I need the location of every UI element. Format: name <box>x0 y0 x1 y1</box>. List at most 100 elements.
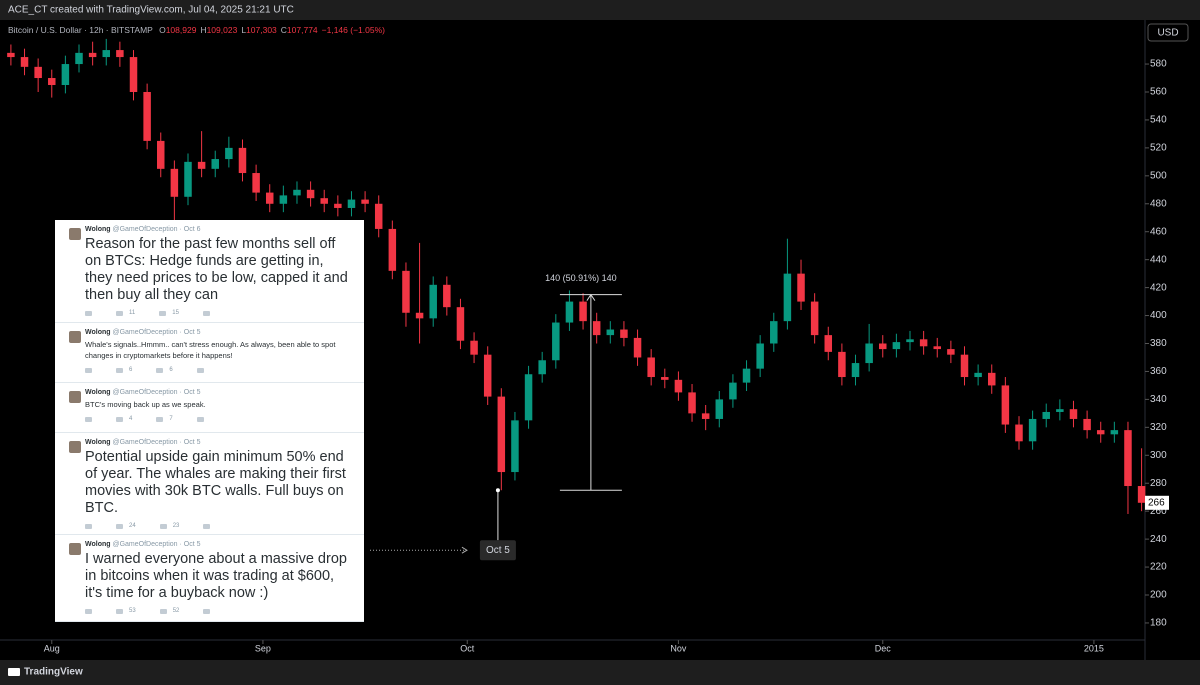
candle-body <box>797 273 805 302</box>
candle-body <box>538 360 546 375</box>
more-icon[interactable] <box>196 367 204 373</box>
candle-body <box>279 195 288 204</box>
y-tick-label: 460 <box>1150 226 1167 237</box>
tweet-header: Wolong @GameOfDeception · Oct 5 <box>85 329 201 336</box>
tweet-text: Potential upside gain minimum 50% end of… <box>85 449 346 516</box>
candle-body <box>293 189 301 196</box>
candle-body <box>647 357 655 378</box>
retweet-icon[interactable] <box>116 523 123 529</box>
reply-icon[interactable] <box>85 608 92 614</box>
candle-body <box>102 50 111 58</box>
favorite-count: 52 <box>172 608 180 614</box>
candle-body <box>987 372 996 386</box>
tweet-handle: @GameOfDeception <box>112 541 178 548</box>
favorite-icon[interactable] <box>159 608 167 614</box>
tweet-name: Wolong <box>85 439 111 446</box>
candle-body <box>879 343 887 350</box>
candle-body <box>674 379 683 393</box>
tweet-name: Wolong <box>85 226 111 233</box>
tweet-text: Reason for the past few months sell off … <box>85 236 348 303</box>
candle-body <box>483 354 492 397</box>
candle-body <box>810 301 819 336</box>
candle-body <box>75 52 83 65</box>
y-tick-label: 280 <box>1150 478 1167 489</box>
avatar <box>69 228 81 240</box>
candle-body <box>7 52 15 58</box>
reply-icon[interactable] <box>85 523 92 529</box>
more-icon[interactable] <box>203 523 211 529</box>
reply-icon[interactable] <box>85 416 92 422</box>
avatar <box>69 331 81 343</box>
candle-body <box>1096 430 1105 435</box>
candle-body <box>1069 409 1078 419</box>
candle-body <box>960 354 969 378</box>
y-tick-label: 580 <box>1150 59 1167 70</box>
tweet-header: Wolong @GameOfDeception · Oct 5 <box>85 389 201 396</box>
candle-body <box>1110 430 1119 435</box>
tweet-actions: 24 23 <box>85 523 354 529</box>
favorite-count: 15 <box>172 310 179 316</box>
retweet-icon[interactable] <box>116 416 123 422</box>
candle-body <box>225 147 233 160</box>
tweet-name: Wolong <box>85 389 111 396</box>
candle-body <box>661 377 669 380</box>
candle-body <box>388 228 397 271</box>
candle-body <box>1056 409 1064 412</box>
y-tick-label: 540 <box>1150 115 1167 126</box>
candle-body <box>252 173 260 193</box>
more-icon[interactable] <box>203 608 211 614</box>
candle-body <box>443 284 451 308</box>
candle-body <box>838 351 846 378</box>
favorite-icon[interactable] <box>156 367 164 373</box>
candle-body <box>415 312 424 319</box>
candle-body <box>729 382 737 400</box>
candle-body <box>1028 418 1037 442</box>
currency-box[interactable] <box>1147 23 1189 42</box>
y-tick-label: 420 <box>1150 282 1167 293</box>
candle-body <box>361 199 369 204</box>
candle-body <box>402 270 410 313</box>
candle-body <box>320 198 328 204</box>
retweet-icon[interactable] <box>116 367 123 373</box>
x-tick-label: Dec <box>875 643 892 653</box>
legend-value: 107,303 <box>246 25 277 35</box>
retweet-icon[interactable] <box>116 608 123 614</box>
more-icon[interactable] <box>202 310 210 316</box>
tweet-text: Whale's signals..Hmmm.. can't stress eno… <box>85 340 336 360</box>
candle-body <box>143 91 151 141</box>
currency: USD <box>1157 28 1178 39</box>
measure-arrow <box>586 293 596 301</box>
candle-body <box>334 203 342 208</box>
favorite-icon[interactable] <box>156 416 164 422</box>
x-tick-label: 2015 <box>1084 643 1104 653</box>
measure-label: 140 (50.91%) 140 <box>545 273 617 283</box>
favorite-count: 23 <box>172 523 180 529</box>
tv-logo <box>8 668 20 676</box>
candle-body <box>456 307 465 341</box>
y-tick-label: 380 <box>1150 338 1167 349</box>
reply-icon[interactable] <box>85 367 92 373</box>
candle-body <box>592 321 601 336</box>
candle-body <box>701 413 710 419</box>
candle-body <box>606 329 615 336</box>
candle-body <box>851 363 860 378</box>
tweet-date: Oct 6 <box>183 226 201 233</box>
favorite-icon[interactable] <box>159 310 167 316</box>
candle-body <box>919 339 928 347</box>
candle-body <box>974 372 982 378</box>
reply-icon[interactable] <box>85 310 92 316</box>
candle-body <box>374 203 383 229</box>
y-tick-label: 440 <box>1150 254 1167 265</box>
tweet-handle: @GameOfDeception <box>112 226 178 233</box>
retweet-icon[interactable] <box>116 310 123 316</box>
favorite-icon[interactable] <box>159 523 167 529</box>
tweet-header: Wolong @GameOfDeception · Oct 6 <box>85 226 201 233</box>
tweet-handle: @GameOfDeception <box>112 329 178 336</box>
more-icon[interactable] <box>196 416 204 422</box>
tweet-date: Oct 5 <box>183 541 201 548</box>
credit: ACE_CT created with TradingView.com, Jul… <box>8 5 294 16</box>
candle-body <box>906 339 914 343</box>
candle-body <box>470 340 478 355</box>
marker-point <box>495 488 500 493</box>
